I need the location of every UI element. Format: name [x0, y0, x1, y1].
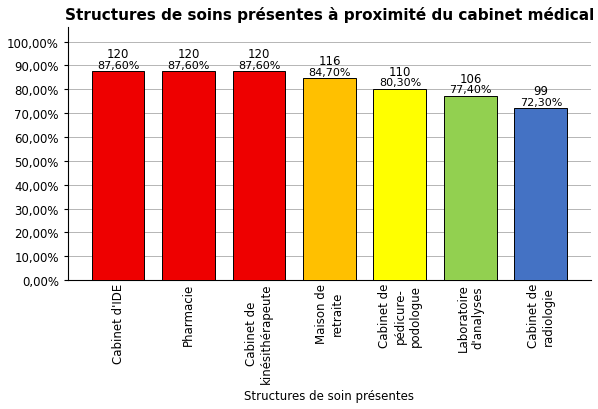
Title: Structures de soins présentes à proximité du cabinet médical: Structures de soins présentes à proximit…: [65, 7, 594, 23]
X-axis label: Structures de soin présentes: Structures de soin présentes: [245, 389, 414, 402]
Bar: [514, 108, 568, 281]
Bar: [233, 72, 285, 281]
Bar: [91, 72, 145, 281]
Text: 116: 116: [318, 55, 341, 68]
Text: 80,30%: 80,30%: [379, 78, 421, 88]
Bar: [162, 72, 215, 281]
Text: 120: 120: [178, 48, 200, 61]
Bar: [444, 96, 497, 281]
Text: 87,60%: 87,60%: [97, 61, 139, 71]
Text: 87,60%: 87,60%: [167, 61, 210, 71]
Bar: [374, 90, 426, 281]
Text: 110: 110: [389, 66, 411, 79]
Text: 120: 120: [248, 48, 270, 61]
Text: 87,60%: 87,60%: [238, 61, 280, 71]
Bar: [303, 79, 356, 281]
Text: 84,70%: 84,70%: [308, 68, 350, 78]
Text: 77,40%: 77,40%: [449, 85, 492, 95]
Text: 99: 99: [533, 85, 548, 98]
Text: 106: 106: [459, 73, 481, 85]
Text: 72,30%: 72,30%: [520, 97, 562, 107]
Text: 120: 120: [107, 48, 129, 61]
